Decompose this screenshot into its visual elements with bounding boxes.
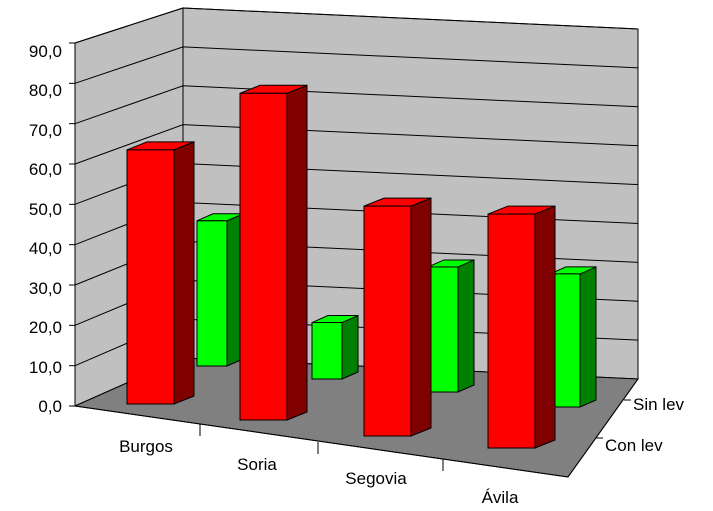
y-tick-label: 60,0 (29, 160, 62, 179)
bar-sin-lev-side (579, 266, 597, 408)
bar-sin-lev-side (341, 314, 359, 380)
gridline (74, 46, 639, 84)
category-label: Ávila (482, 488, 519, 507)
y-tick-label: 90,0 (29, 42, 62, 61)
bar-sin-lev-front (311, 322, 343, 380)
y-tick-label: 20,0 (29, 318, 62, 337)
bar-sin-lev (549, 266, 597, 408)
y-tick-label: 50,0 (29, 200, 62, 219)
bar-sin-lev-front (196, 220, 228, 367)
axes (69, 42, 639, 478)
category-label: Segovia (345, 469, 407, 488)
bar-con-lev-front (239, 92, 288, 421)
depth-axis-labels: Sin lev Con lev (605, 395, 685, 455)
bar-con-lev-side (286, 84, 308, 421)
bar-sin-lev-side (457, 259, 475, 393)
depth-label-sin-lev: Sin lev (633, 395, 685, 414)
bar-con-lev (487, 205, 556, 449)
bar-con-lev-front (126, 149, 175, 405)
bar-con-lev-side (410, 197, 432, 437)
gridline (74, 7, 639, 44)
y-tick-label: 10,0 (29, 358, 62, 377)
bar-con-lev (239, 84, 308, 421)
bar-con-lev-front (487, 213, 536, 449)
category-label: Soria (237, 455, 277, 474)
x-axis (74, 405, 569, 478)
y-tick-label: 80,0 (29, 81, 62, 100)
gridline (74, 124, 639, 165)
y-tick-label: 0,0 (38, 397, 62, 416)
y-tick-label: 70,0 (29, 121, 62, 140)
depth-axis (567, 378, 639, 478)
depth-label-con-lev: Con lev (605, 436, 663, 455)
bar-sin-lev (427, 259, 475, 393)
category-label: Burgos (119, 437, 173, 456)
category-labels: Burgos Soria Segovia Ávila (119, 437, 519, 507)
bars (126, 84, 597, 449)
bar-sin-lev (311, 314, 359, 380)
bar-con-lev (363, 197, 432, 437)
bar-sin-lev-front (427, 266, 459, 393)
bar-con-lev-front (363, 205, 412, 437)
y-tick-label: 40,0 (29, 239, 62, 258)
bar-con-lev-side (173, 141, 195, 405)
bar-con-lev (126, 141, 195, 405)
y-tick-labels: 0,0 10,0 20,0 30,0 40,0 50,0 60,0 70,0 8… (29, 42, 62, 416)
bar-sin-lev (196, 213, 244, 367)
y-tick-label: 30,0 (29, 279, 62, 298)
bar-con-lev-side (534, 205, 556, 449)
gridline (74, 85, 639, 125)
